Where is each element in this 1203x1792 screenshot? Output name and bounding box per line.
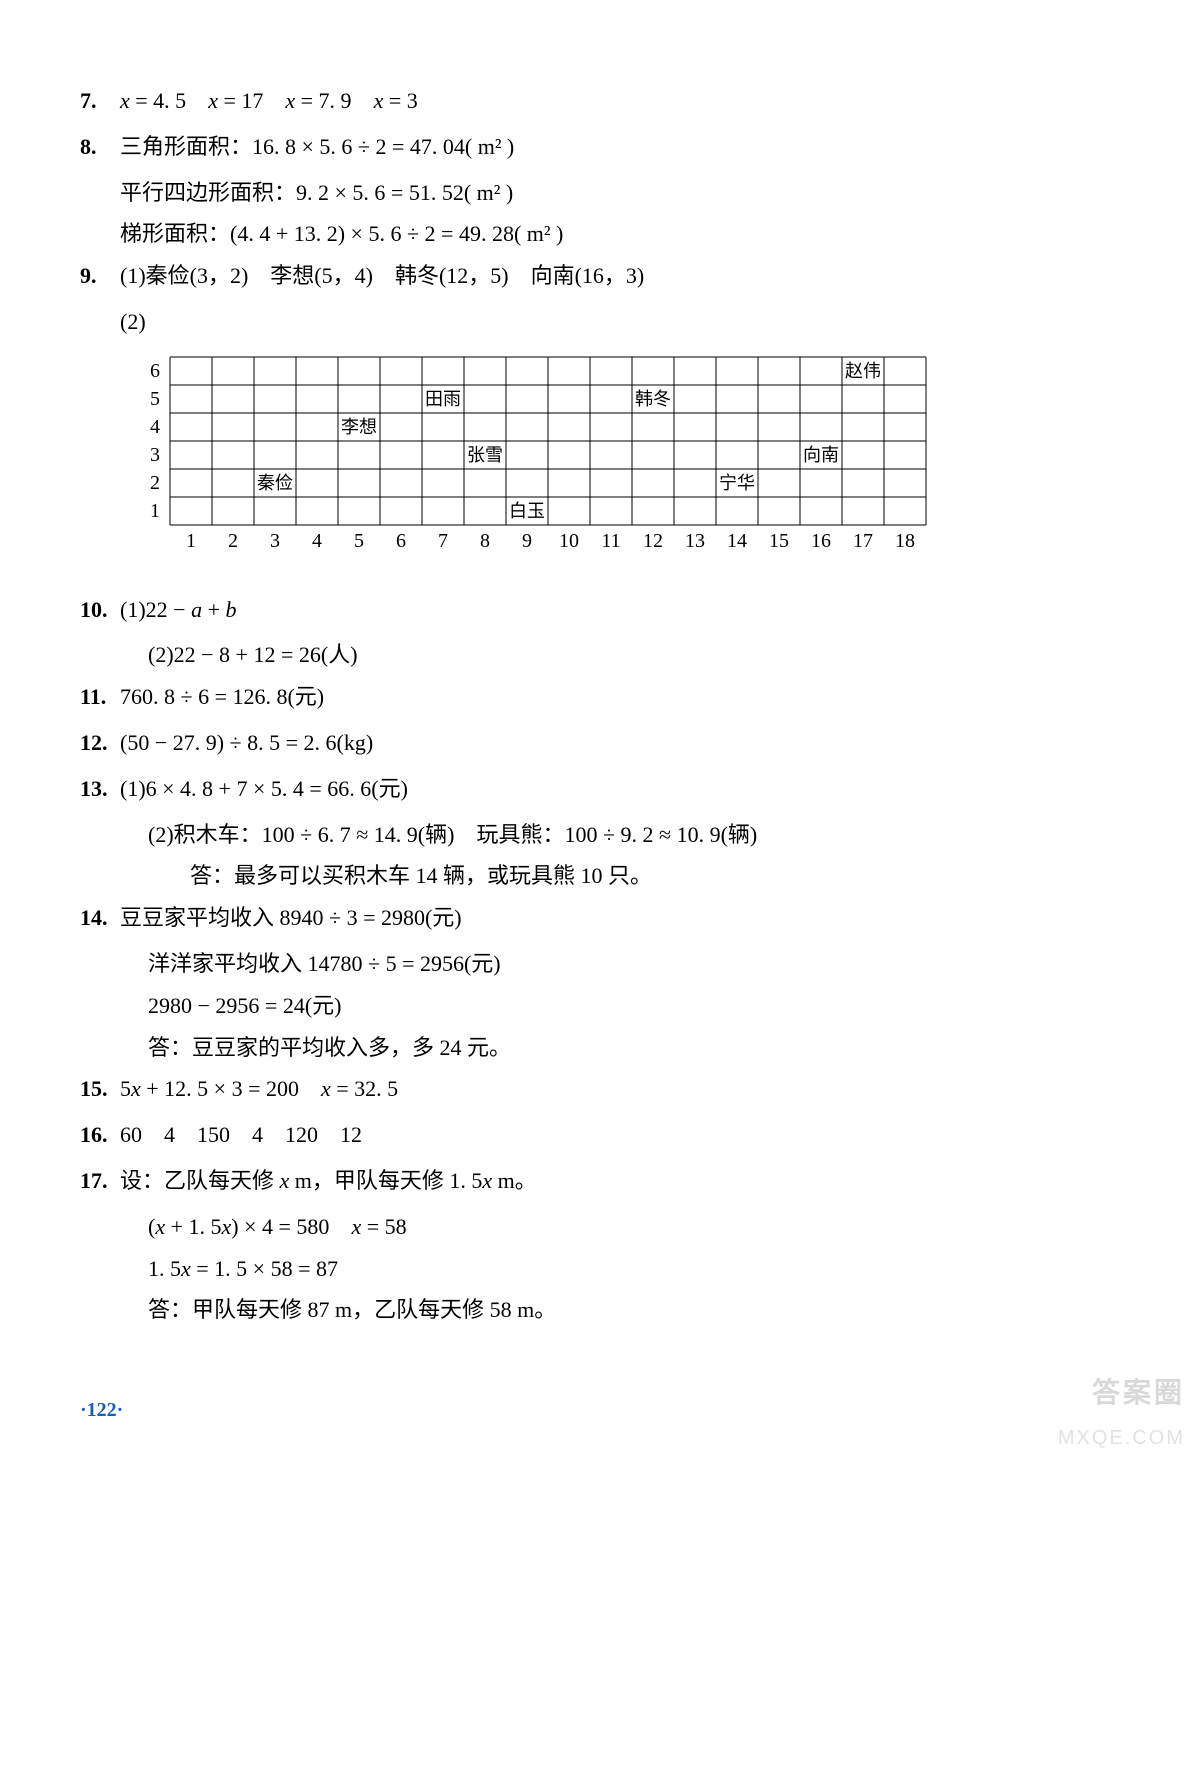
q9-row: 9. (1)秦俭(3，2) 李想(5，4) 韩冬(12，5) 向南(16，3) bbox=[80, 255, 1143, 297]
q14-row: 14. 豆豆家平均收入 8940 ÷ 3 = 2980(元) bbox=[80, 897, 1143, 939]
q17-row: 17. 设：乙队每天修 x m，甲队每天修 1. 5x m。 bbox=[80, 1160, 1143, 1202]
svg-text:9: 9 bbox=[522, 530, 532, 552]
q13-l3: 答：最多可以买积木车 14 辆，或玩具熊 10 只。 bbox=[190, 855, 1143, 897]
q15-num: 15. bbox=[80, 1068, 120, 1110]
q8-row: 8. 三角形面积：16. 8 × 5. 6 ÷ 2 = 47. 04( m² ) bbox=[80, 126, 1143, 168]
q17-l2: (x + 1. 5x) × 4 = 580 x = 58 bbox=[148, 1206, 1143, 1248]
q10-l1: (1)22 − a + b bbox=[120, 589, 1143, 631]
q15-text: 5x + 12. 5 × 3 = 200 x = 32. 5 bbox=[120, 1068, 1143, 1110]
q13-num: 13. bbox=[80, 768, 120, 810]
page-number: ·122· bbox=[80, 1391, 1143, 1429]
svg-text:6: 6 bbox=[150, 360, 160, 382]
q17-l1: 设：乙队每天修 x m，甲队每天修 1. 5x m。 bbox=[120, 1160, 1143, 1202]
q16-num: 16. bbox=[80, 1114, 120, 1156]
svg-text:12: 12 bbox=[643, 530, 663, 552]
q16-row: 16. 60 4 150 4 120 12 bbox=[80, 1114, 1143, 1156]
q11-row: 11. 760. 8 ÷ 6 = 126. 8(元) bbox=[80, 676, 1143, 718]
q17-num: 17. bbox=[80, 1160, 120, 1202]
q7-num: 7. bbox=[80, 80, 120, 122]
svg-text:2: 2 bbox=[150, 472, 160, 494]
q13-row: 13. (1)6 × 4. 8 + 7 × 5. 4 = 66. 6(元) bbox=[80, 768, 1143, 810]
svg-text:5: 5 bbox=[354, 530, 364, 552]
svg-text:1: 1 bbox=[150, 500, 160, 522]
q10-row: 10. (1)22 − a + b bbox=[80, 589, 1143, 631]
q8-num: 8. bbox=[80, 126, 120, 168]
q12-text: (50 − 27. 9) ÷ 8. 5 = 2. 6(kg) bbox=[120, 722, 1143, 764]
svg-text:13: 13 bbox=[685, 530, 705, 552]
q9-num: 9. bbox=[80, 255, 120, 297]
svg-text:向南: 向南 bbox=[803, 445, 839, 465]
q14-num: 14. bbox=[80, 897, 120, 939]
q8-l2: 平行四边形面积：9. 2 × 5. 6 = 51. 52( m² ) bbox=[120, 172, 1143, 214]
q14-l3: 2980 − 2956 = 24(元) bbox=[148, 985, 1143, 1027]
svg-text:2: 2 bbox=[228, 530, 238, 552]
q15-row: 15. 5x + 12. 5 × 3 = 200 x = 32. 5 bbox=[80, 1068, 1143, 1110]
svg-text:16: 16 bbox=[811, 530, 831, 552]
svg-text:17: 17 bbox=[853, 530, 873, 552]
svg-text:赵伟: 赵伟 bbox=[845, 361, 881, 381]
q14-l4: 答：豆豆家的平均收入多，多 24 元。 bbox=[148, 1027, 1143, 1069]
seating-grid-svg: 123456789101112131415161718123456秦俭李想田雨张… bbox=[140, 353, 930, 555]
svg-text:10: 10 bbox=[559, 530, 579, 552]
q14-l1: 豆豆家平均收入 8940 ÷ 3 = 2980(元) bbox=[120, 897, 1143, 939]
svg-text:白玉: 白玉 bbox=[509, 501, 545, 521]
q10-num: 10. bbox=[80, 589, 120, 631]
svg-text:张雪: 张雪 bbox=[467, 445, 503, 465]
svg-text:秦俭: 秦俭 bbox=[257, 473, 293, 493]
svg-text:4: 4 bbox=[312, 530, 322, 552]
q14-l2: 洋洋家平均收入 14780 ÷ 5 = 2956(元) bbox=[148, 943, 1143, 985]
q9-grid: 123456789101112131415161718123456秦俭李想田雨张… bbox=[140, 353, 1143, 569]
q17-l3: 1. 5x = 1. 5 × 58 = 87 bbox=[148, 1248, 1143, 1290]
q13-l2: (2)积木车：100 ÷ 6. 7 ≈ 14. 9(辆) 玩具熊：100 ÷ 9… bbox=[148, 814, 1143, 856]
svg-text:宁华: 宁华 bbox=[719, 473, 755, 493]
q8-l1: 三角形面积：16. 8 × 5. 6 ÷ 2 = 47. 04( m² ) bbox=[120, 126, 1143, 168]
q9-row2: (2) bbox=[80, 301, 1143, 343]
svg-text:李想: 李想 bbox=[341, 417, 377, 437]
q7-text: x = 4. 5 x = 17 x = 7. 9 x = 3 bbox=[120, 80, 1143, 122]
q16-text: 60 4 150 4 120 12 bbox=[120, 1114, 1143, 1156]
q9-l1: (1)秦俭(3，2) 李想(5，4) 韩冬(12，5) 向南(16，3) bbox=[120, 255, 1143, 297]
q17-l4: 答：甲队每天修 87 m，乙队每天修 58 m。 bbox=[148, 1289, 1143, 1331]
q8-l3: 梯形面积：(4. 4 + 13. 2) × 5. 6 ÷ 2 = 49. 28(… bbox=[120, 213, 1143, 255]
svg-text:6: 6 bbox=[396, 530, 406, 552]
q11-num: 11. bbox=[80, 676, 120, 718]
q10-l2: (2)22 − 8 + 12 = 26(人) bbox=[148, 634, 1143, 676]
q13-l1: (1)6 × 4. 8 + 7 × 5. 4 = 66. 6(元) bbox=[120, 768, 1143, 810]
q11-text: 760. 8 ÷ 6 = 126. 8(元) bbox=[120, 676, 1143, 718]
q9-l2: (2) bbox=[120, 301, 146, 343]
svg-text:3: 3 bbox=[270, 530, 280, 552]
svg-text:4: 4 bbox=[150, 416, 160, 438]
svg-text:7: 7 bbox=[438, 530, 448, 552]
svg-text:8: 8 bbox=[480, 530, 490, 552]
svg-text:11: 11 bbox=[601, 530, 620, 552]
watermark-line2: MXQE.COM bbox=[1058, 1419, 1185, 1457]
svg-text:田雨: 田雨 bbox=[425, 389, 461, 409]
svg-text:3: 3 bbox=[150, 444, 160, 466]
watermark: 答案圈 MXQE.COM bbox=[1058, 1366, 1185, 1457]
svg-text:15: 15 bbox=[769, 530, 789, 552]
svg-text:14: 14 bbox=[727, 530, 747, 552]
svg-text:韩冬: 韩冬 bbox=[635, 389, 671, 409]
q12-num: 12. bbox=[80, 722, 120, 764]
svg-text:1: 1 bbox=[186, 530, 196, 552]
svg-text:5: 5 bbox=[150, 388, 160, 410]
watermark-line1: 答案圈 bbox=[1058, 1366, 1185, 1419]
q7-row: 7. x = 4. 5 x = 17 x = 7. 9 x = 3 bbox=[80, 80, 1143, 122]
q12-row: 12. (50 − 27. 9) ÷ 8. 5 = 2. 6(kg) bbox=[80, 722, 1143, 764]
svg-text:18: 18 bbox=[895, 530, 915, 552]
